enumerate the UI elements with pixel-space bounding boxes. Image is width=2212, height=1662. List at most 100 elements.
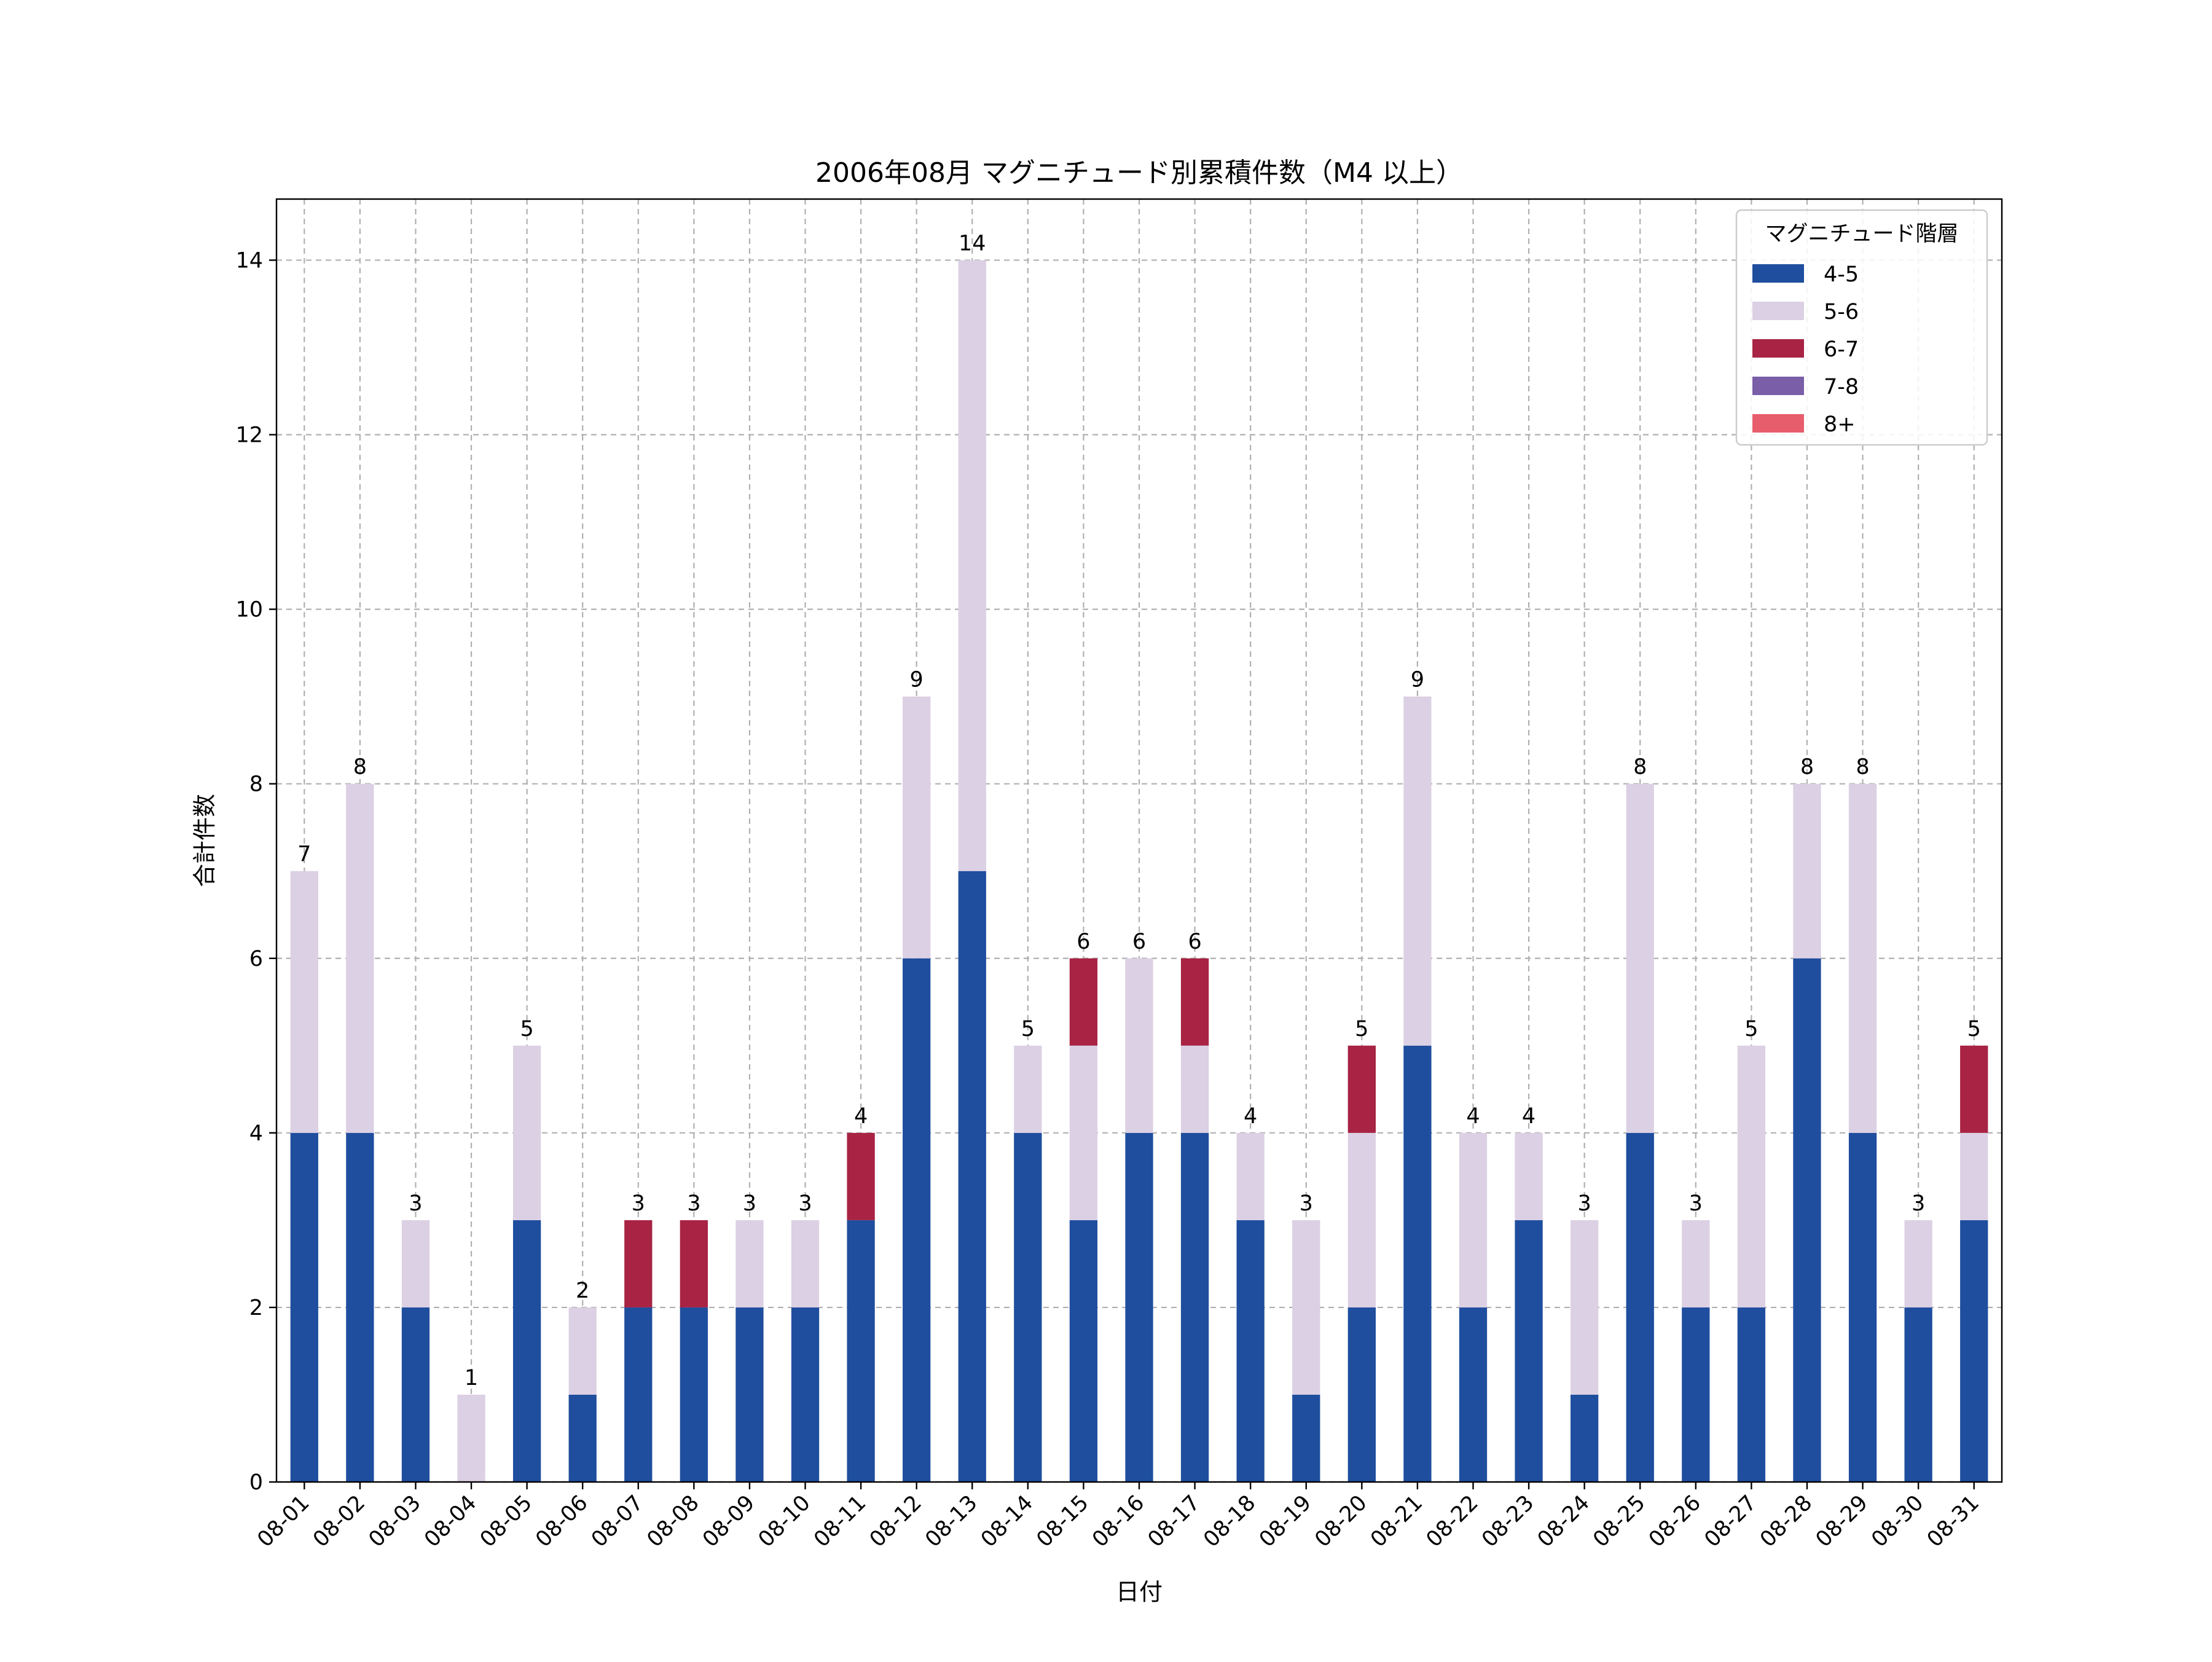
bar-total-label: 6 bbox=[1132, 930, 1146, 954]
bar-segment-6-7 bbox=[1347, 1045, 1376, 1133]
x-tick-label: 08-30 bbox=[1867, 1491, 1928, 1552]
legend-swatch-6-7 bbox=[1752, 339, 1804, 358]
x-tick-label: 08-26 bbox=[1644, 1491, 1706, 1552]
x-tick-label: 08-25 bbox=[1588, 1491, 1650, 1552]
ticks-layer: 0246810121408-0108-0208-0308-0408-0508-0… bbox=[235, 248, 1984, 1552]
x-tick-label: 08-04 bbox=[420, 1491, 481, 1552]
bar-segment-4-5 bbox=[1571, 1394, 1599, 1482]
bar-total-label: 7 bbox=[297, 842, 311, 867]
bar-segment-4-5 bbox=[1125, 1132, 1153, 1482]
bar-segment-5-6 bbox=[1737, 1045, 1766, 1307]
bar-segment-4-5 bbox=[512, 1220, 541, 1482]
legend-label-4-5: 4-5 bbox=[1824, 262, 1859, 287]
bar-segment-5-6 bbox=[1960, 1132, 1988, 1220]
bar-total-label: 1 bbox=[465, 1366, 478, 1390]
chart-title: 2006年08月 マグニチュード別累積件数（M4 以上） bbox=[815, 157, 1463, 189]
x-tick-label: 08-06 bbox=[531, 1491, 592, 1552]
bar-total-label: 4 bbox=[1522, 1104, 1535, 1129]
bar-segment-4-5 bbox=[735, 1307, 764, 1482]
bar-segment-4-5 bbox=[1904, 1307, 1932, 1482]
bar-total-label: 14 bbox=[959, 231, 986, 256]
bar-segment-6-7 bbox=[847, 1132, 875, 1220]
x-tick-label: 08-13 bbox=[920, 1491, 982, 1552]
bar-total-label: 5 bbox=[1021, 1017, 1035, 1041]
bar-segment-5-6 bbox=[735, 1220, 764, 1307]
x-tick-label: 08-03 bbox=[364, 1491, 426, 1552]
x-tick-label: 08-27 bbox=[1700, 1491, 1762, 1552]
bar-segment-4-5 bbox=[568, 1394, 597, 1482]
x-tick-label: 08-05 bbox=[476, 1491, 537, 1552]
bar-segment-4-5 bbox=[680, 1307, 708, 1482]
bar-total-label: 8 bbox=[1633, 755, 1647, 780]
bar-total-label: 5 bbox=[1355, 1017, 1368, 1041]
bar-segment-4-5 bbox=[1347, 1307, 1376, 1482]
bar-segment-4-5 bbox=[624, 1307, 653, 1482]
bar-total-label: 3 bbox=[1689, 1191, 1703, 1216]
y-tick-label: 8 bbox=[249, 772, 263, 797]
bar-total-label: 8 bbox=[1856, 755, 1869, 780]
y-tick-label: 14 bbox=[235, 248, 263, 273]
bar-total-label: 5 bbox=[520, 1017, 533, 1041]
bar-segment-5-6 bbox=[290, 871, 318, 1133]
bar-segment-4-5 bbox=[1014, 1132, 1042, 1482]
bar-segment-4-5 bbox=[1069, 1220, 1098, 1482]
bar-total-label: 5 bbox=[1967, 1017, 1981, 1041]
x-tick-label: 08-18 bbox=[1199, 1491, 1260, 1552]
bar-segment-4-5 bbox=[1292, 1394, 1320, 1482]
bar-segment-5-6 bbox=[1069, 1045, 1098, 1220]
bar-total-label: 4 bbox=[1244, 1104, 1257, 1129]
x-axis-label: 日付 bbox=[1116, 1578, 1163, 1605]
x-tick-label: 08-16 bbox=[1088, 1491, 1149, 1552]
x-tick-label: 08-01 bbox=[253, 1491, 314, 1552]
bar-segment-5-6 bbox=[457, 1394, 485, 1482]
bar-segment-5-6 bbox=[1904, 1220, 1932, 1307]
bars-layer bbox=[290, 260, 1988, 1482]
bar-segment-5-6 bbox=[1180, 1045, 1209, 1133]
bar-total-label: 4 bbox=[854, 1104, 868, 1129]
x-tick-label: 08-19 bbox=[1255, 1491, 1316, 1552]
x-tick-label: 08-28 bbox=[1755, 1491, 1817, 1552]
bar-segment-5-6 bbox=[1292, 1220, 1320, 1395]
bar-segment-4-5 bbox=[1737, 1307, 1766, 1482]
bar-segment-6-7 bbox=[624, 1220, 653, 1307]
bar-segment-5-6 bbox=[1571, 1220, 1599, 1395]
x-tick-label: 08-31 bbox=[1923, 1491, 1984, 1552]
bar-total-label: 3 bbox=[1300, 1191, 1313, 1216]
bar-segment-6-7 bbox=[1069, 958, 1098, 1046]
x-tick-label: 08-07 bbox=[587, 1491, 648, 1552]
x-tick-label: 08-12 bbox=[865, 1491, 927, 1552]
x-tick-label: 08-02 bbox=[308, 1491, 370, 1552]
bar-total-label: 3 bbox=[632, 1191, 645, 1216]
bar-segment-6-7 bbox=[680, 1220, 708, 1307]
x-tick-label: 08-22 bbox=[1422, 1491, 1483, 1552]
legend-swatch-5-6 bbox=[1752, 302, 1804, 320]
x-tick-label: 08-08 bbox=[643, 1491, 704, 1552]
bar-segment-5-6 bbox=[1403, 696, 1432, 1046]
bar-segment-4-5 bbox=[1626, 1132, 1654, 1482]
bar-segment-6-7 bbox=[1960, 1045, 1988, 1133]
x-tick-label: 08-23 bbox=[1477, 1491, 1539, 1552]
bar-segment-5-6 bbox=[568, 1307, 597, 1395]
bar-segment-4-5 bbox=[1236, 1220, 1265, 1482]
bar-segment-4-5 bbox=[401, 1307, 430, 1482]
bar-total-label: 3 bbox=[743, 1191, 756, 1216]
y-tick-label: 4 bbox=[249, 1121, 263, 1146]
bar-segment-5-6 bbox=[512, 1045, 541, 1220]
bar-total-label: 9 bbox=[1411, 668, 1424, 692]
bar-segment-5-6 bbox=[1848, 783, 1877, 1133]
legend-swatch-7-8 bbox=[1752, 377, 1804, 395]
legend-label-5-6: 5-6 bbox=[1824, 300, 1859, 324]
bar-segment-4-5 bbox=[346, 1132, 374, 1482]
bar-segment-4-5 bbox=[1515, 1220, 1543, 1482]
y-tick-label: 12 bbox=[235, 423, 263, 448]
y-tick-label: 6 bbox=[249, 947, 263, 971]
bar-total-label: 3 bbox=[1578, 1191, 1591, 1216]
bar-segment-4-5 bbox=[1960, 1220, 1988, 1482]
x-tick-label: 08-21 bbox=[1366, 1491, 1427, 1552]
legend: マグニチュード階層 4-5 5-6 6-7 7-8 8+ bbox=[1735, 209, 1988, 446]
bar-total-label: 9 bbox=[910, 668, 924, 692]
bar-segment-5-6 bbox=[1236, 1132, 1265, 1220]
x-tick-label: 08-15 bbox=[1032, 1491, 1094, 1552]
legend-label-6-7: 6-7 bbox=[1824, 337, 1859, 362]
